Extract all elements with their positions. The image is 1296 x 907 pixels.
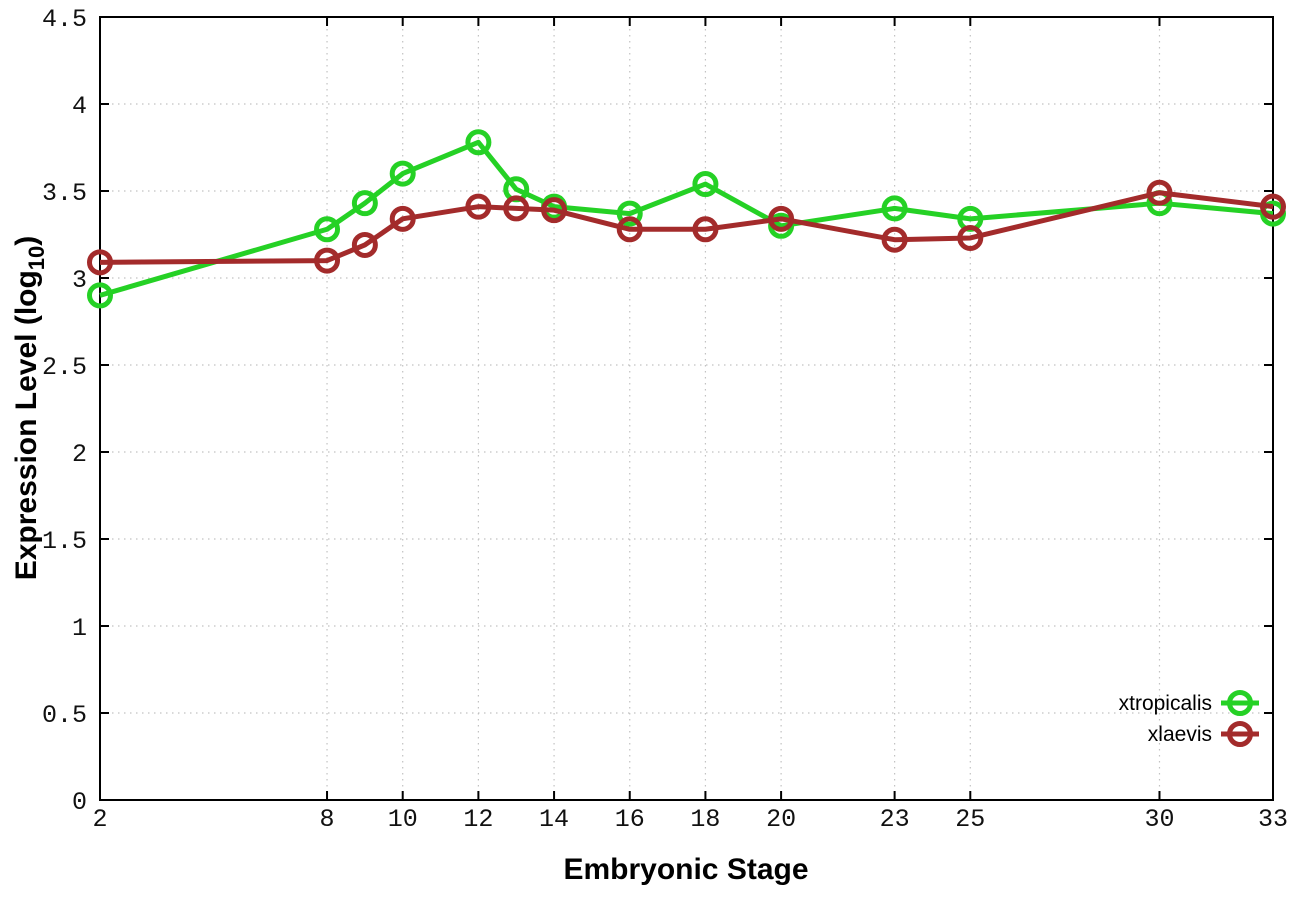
x-tick-label: 8 [320,805,335,834]
legend-marker-xtropicalis [1227,690,1253,716]
series-line-xlaevis [99,190,1274,265]
data-point-xtropicalis [616,200,643,227]
data-point-xlaevis [957,224,984,251]
legend-label-xlaevis: xlaevis [1148,723,1212,746]
legend-sample-xtropicalis-icon [1221,690,1259,716]
y-tick-label: 4 [72,92,87,121]
data-point-xtropicalis [881,195,908,222]
y-tick-label: 0 [72,788,87,817]
data-point-xlaevis [541,197,568,224]
y-tick-label: 3.5 [42,179,87,208]
x-tick-label: 30 [1144,805,1174,834]
data-series [87,129,1286,309]
data-point-xlaevis [692,216,719,243]
x-tick-label: 16 [615,805,645,834]
x-axis-title: Embryonic Stage [563,853,808,886]
data-point-xlaevis [389,205,416,232]
data-point-xtropicalis [351,190,378,217]
x-tick-labels: 2 8 10 12 14 16 18 20 23 25 30 33 [92,805,1288,834]
data-point-xlaevis [616,216,643,243]
axis-tick-marks [99,16,1274,801]
plot-border [99,16,1274,801]
x-tick-label: 25 [955,805,985,834]
y-tick-label: 2 [72,440,87,469]
y-axis-title-suffix: ) [10,236,43,246]
y-axis-title-prefix: Expression Level (log [10,270,43,580]
x-axis-title-text: Embryonic Stage [563,853,808,886]
data-point-xlaevis [351,231,378,258]
data-point-xlaevis [881,226,908,253]
y-tick-labels: 0 0.5 1 1.5 2 2.5 3 3.5 4 4.5 [42,5,87,817]
svg-text:Expression Level (log10): Expression Level (log10) [10,236,49,581]
data-point-xlaevis [503,195,530,222]
x-tick-label: 2 [92,805,107,834]
x-tick-label: 18 [690,805,720,834]
data-point-xlaevis [768,205,795,232]
gridlines [99,16,1274,801]
data-point-xlaevis [465,193,492,220]
x-tick-label: 33 [1258,805,1288,834]
y-tick-label: 3 [72,266,87,295]
data-point-xlaevis [1260,193,1286,220]
legend: xtropicalis xlaevis [1119,690,1259,747]
y-axis-title-subscript: 10 [24,246,49,270]
x-tick-label: 20 [766,805,796,834]
legend-marker-xlaevis [1227,721,1253,747]
data-point-xtropicalis [87,282,113,309]
y-tick-label: 1.5 [42,527,87,556]
x-tick-label: 23 [880,805,910,834]
y-tick-label: 4.5 [42,5,87,34]
data-point-xtropicalis [465,129,492,156]
y-tick-label: 1 [72,614,87,643]
data-point-xtropicalis [314,216,341,243]
data-point-xtropicalis [692,171,719,198]
series-line-xtropicalis [99,139,1274,298]
legend-sample-xlaevis-icon [1221,721,1259,747]
data-point-xlaevis [1146,179,1173,206]
data-point-xlaevis [314,247,341,274]
y-tick-label: 2.5 [42,353,87,382]
x-tick-label: 12 [463,805,493,834]
legend-label-xtropicalis: xtropicalis [1119,692,1212,715]
y-axis-title: Expression Level (log10) [10,236,49,581]
x-tick-label: 10 [388,805,418,834]
data-point-xtropicalis [389,160,416,187]
x-tick-label: 14 [539,805,569,834]
y-tick-label: 0.5 [42,701,87,730]
data-point-xlaevis [87,249,113,276]
